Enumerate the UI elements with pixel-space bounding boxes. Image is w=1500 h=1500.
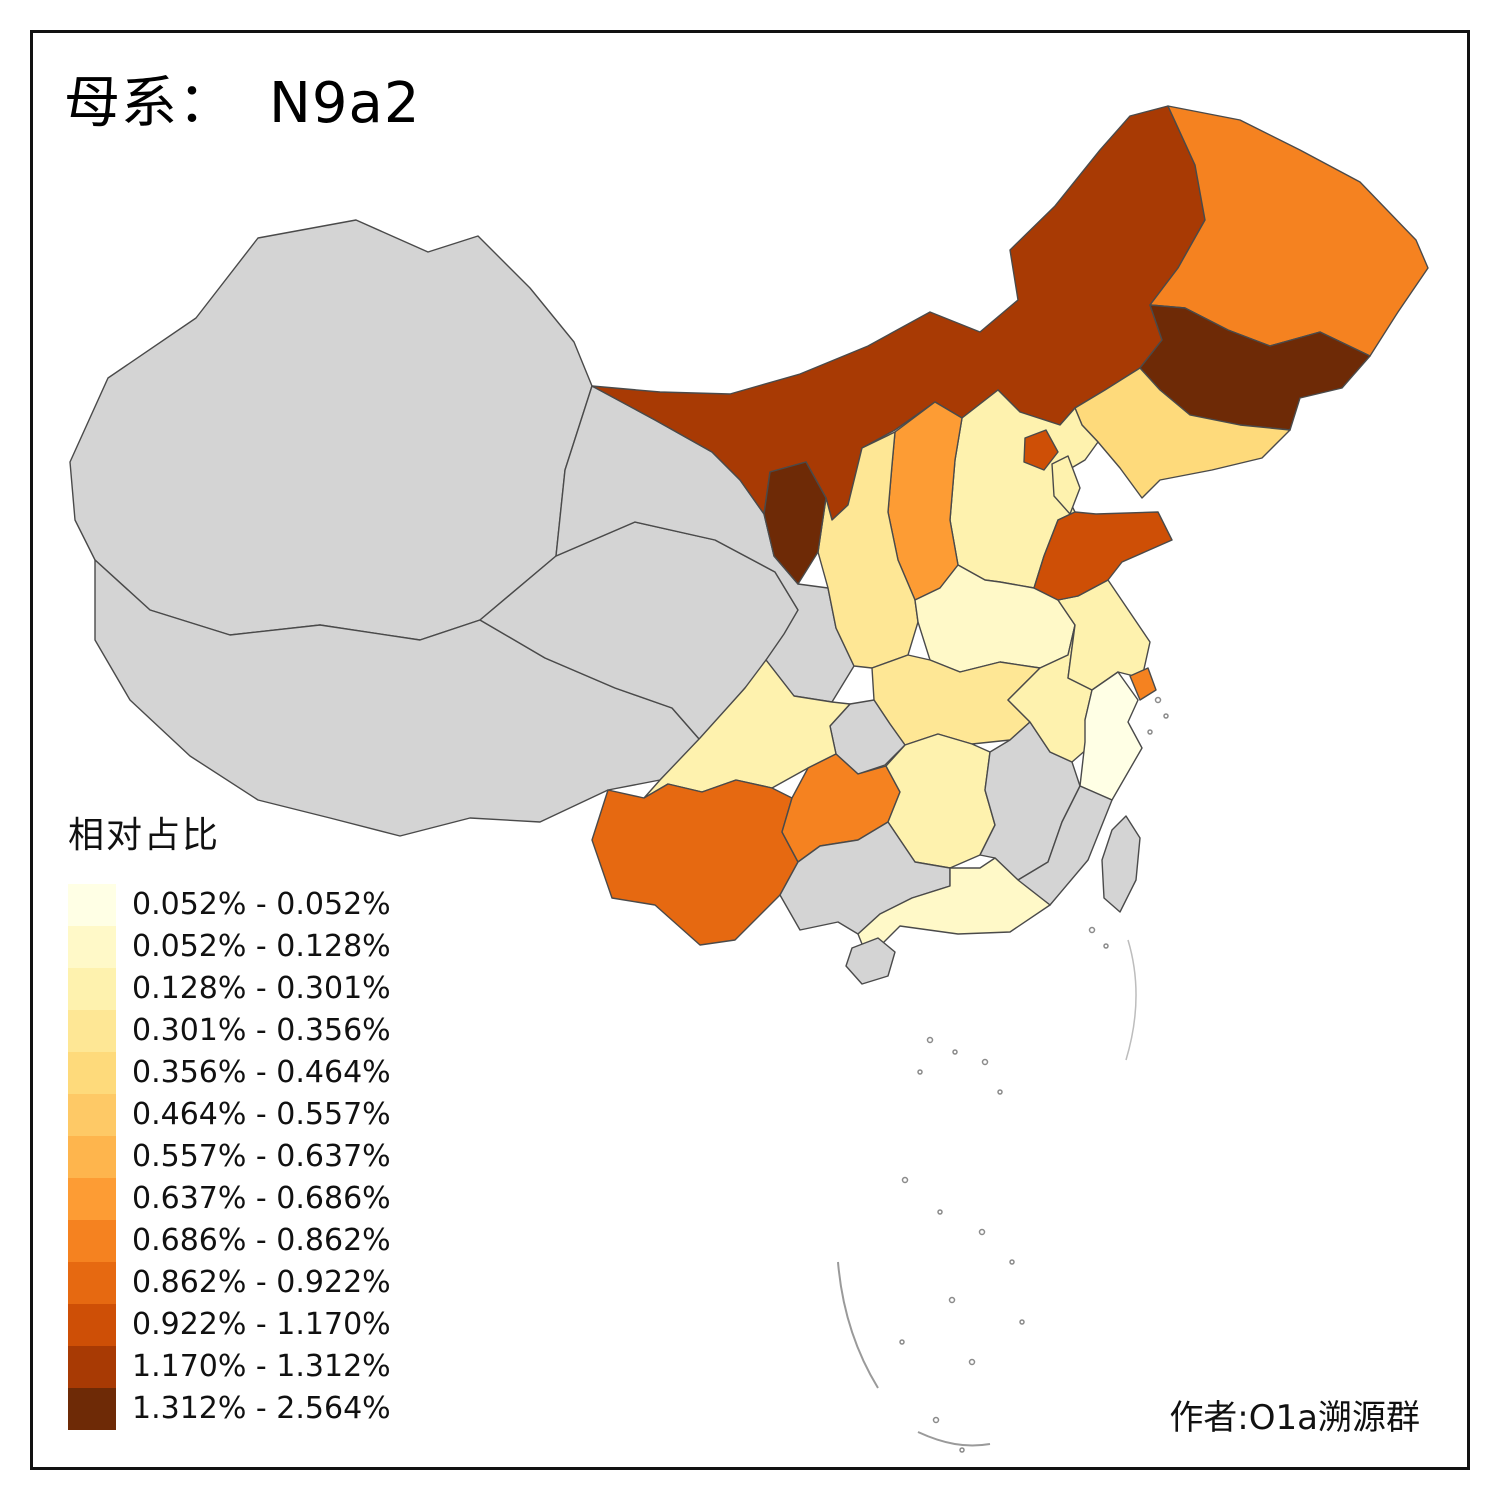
province-tianjin xyxy=(1051,455,1081,515)
legend-swatch xyxy=(68,1388,116,1430)
legend-swatch xyxy=(68,1052,116,1094)
legend-swatch xyxy=(68,1010,116,1052)
legend-label: 1.312% - 2.564% xyxy=(132,1391,391,1426)
legend-swatch xyxy=(68,1304,116,1346)
legend-swatch xyxy=(68,926,116,968)
province-shanghai xyxy=(1129,667,1157,701)
legend-swatch xyxy=(68,884,116,926)
map-title: 母系： N9a2 xyxy=(64,58,420,139)
legend-bin-4: 0.356% - 0.464% xyxy=(68,1052,391,1094)
legend-label: 0.052% - 0.052% xyxy=(132,887,391,922)
legend-label: 0.464% - 0.557% xyxy=(132,1097,391,1132)
province-hainan xyxy=(845,937,896,985)
legend-label: 0.637% - 0.686% xyxy=(132,1181,391,1216)
legend-bin-5: 0.464% - 0.557% xyxy=(68,1094,391,1136)
legend-label: 0.128% - 0.301% xyxy=(132,971,391,1006)
legend-label: 0.301% - 0.356% xyxy=(132,1013,391,1048)
legend-bin-9: 0.862% - 0.922% xyxy=(68,1262,391,1304)
legend-bin-1: 0.052% - 0.128% xyxy=(68,926,391,968)
legend-label: 0.052% - 0.128% xyxy=(132,929,391,964)
legend-bin-6: 0.557% - 0.637% xyxy=(68,1136,391,1178)
legend-swatch xyxy=(68,1262,116,1304)
legend-bin-10: 0.922% - 1.170% xyxy=(68,1304,391,1346)
province-xinjiang xyxy=(69,219,593,641)
legend-label: 0.686% - 0.862% xyxy=(132,1223,391,1258)
province-ningxia xyxy=(763,461,827,585)
south-china-sea-islands xyxy=(837,696,1169,1453)
legend-bin-12: 1.312% - 2.564% xyxy=(68,1388,391,1430)
province-zhejiang xyxy=(1079,671,1143,801)
legend-label: 0.557% - 0.637% xyxy=(132,1139,391,1174)
legend-label: 0.862% - 0.922% xyxy=(132,1265,391,1300)
province-yunnan xyxy=(591,779,799,946)
province-taiwan xyxy=(1101,815,1141,913)
province-shandong xyxy=(1033,511,1173,601)
legend-bin-3: 0.301% - 0.356% xyxy=(68,1010,391,1052)
legend: 相对占比 0.052% - 0.052% 0.052% - 0.128% 0.128… xyxy=(68,806,391,1430)
legend-bin-11: 1.170% - 1.312% xyxy=(68,1346,391,1388)
legend-bins: 0.052% - 0.052% 0.052% - 0.128% 0.128% - 0… xyxy=(68,884,391,1430)
legend-swatch xyxy=(68,1178,116,1220)
title-prefix: 母系： xyxy=(64,71,235,136)
legend-label: 0.922% - 1.170% xyxy=(132,1307,391,1342)
legend-title: 相对占比 xyxy=(68,815,221,856)
legend-bin-7: 0.637% - 0.686% xyxy=(68,1178,391,1220)
legend-swatch xyxy=(68,1220,116,1262)
legend-swatch xyxy=(68,1094,116,1136)
legend-bin-2: 0.128% - 0.301% xyxy=(68,968,391,1010)
legend-bin-0: 0.052% - 0.052% xyxy=(68,884,391,926)
province-liaoning xyxy=(1074,367,1291,499)
legend-label: 0.356% - 0.464% xyxy=(132,1055,391,1090)
legend-swatch xyxy=(68,1136,116,1178)
author-credit: 作者:O1a溯源群 xyxy=(1169,1398,1420,1438)
legend-swatch xyxy=(68,968,116,1010)
province-beijing xyxy=(1023,429,1059,471)
legend-bin-8: 0.686% - 0.862% xyxy=(68,1220,391,1262)
legend-label: 1.170% - 1.312% xyxy=(132,1349,391,1384)
title-value: N9a2 xyxy=(269,71,421,136)
legend-swatch xyxy=(68,1346,116,1388)
